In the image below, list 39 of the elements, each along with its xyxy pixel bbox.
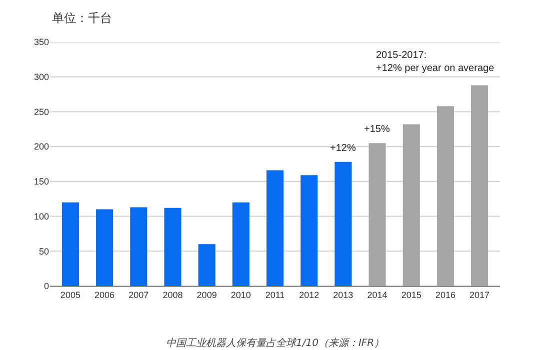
bar	[164, 208, 182, 286]
y-tick-label: 150	[34, 176, 49, 187]
x-tick-label: 2008	[162, 290, 183, 300]
x-tick-label: 2015	[401, 290, 422, 300]
y-tick-label: 350	[34, 37, 49, 48]
x-tick-label: 2005	[60, 290, 80, 300]
bar	[300, 175, 318, 286]
y-axis-title: 单位：千台	[52, 11, 112, 25]
bar	[130, 207, 148, 286]
x-tick-label: 2011	[265, 290, 285, 300]
x-tick-label: 2017	[470, 290, 490, 300]
bar	[402, 124, 420, 286]
x-tick-label: 2009	[196, 290, 217, 300]
annotation: +15%	[364, 124, 390, 135]
bar	[334, 162, 352, 286]
x-tick-label: 2013	[333, 290, 354, 300]
bar	[368, 143, 386, 286]
x-tick-label: 2010	[230, 290, 251, 300]
y-tick-label: 100	[34, 211, 49, 222]
y-tick-label: 0	[44, 281, 49, 292]
bar	[436, 106, 454, 286]
x-tick-label: 2012	[299, 290, 320, 300]
bar	[198, 244, 216, 286]
annotation: +12%	[330, 143, 356, 154]
x-tick-label: 2007	[128, 290, 149, 300]
bar	[471, 85, 488, 286]
y-tick-label: 250	[34, 106, 49, 117]
x-tick-label: 2016	[435, 290, 456, 300]
bar	[62, 202, 79, 286]
y-tick-label: 50	[38, 246, 49, 256]
x-tick-label: 2014	[367, 290, 388, 300]
bar	[266, 170, 284, 286]
y-tick-label: 200	[34, 142, 49, 152]
text: 中国工业机器人保有量占全球1/10（来源：IFR）	[166, 337, 384, 349]
y-tick-label: 300	[34, 72, 49, 82]
x-tick-label: 2006	[94, 290, 115, 300]
bar	[96, 209, 114, 286]
bar	[232, 202, 250, 286]
annotation: 2015-2017: +12% per year on average	[376, 50, 495, 74]
